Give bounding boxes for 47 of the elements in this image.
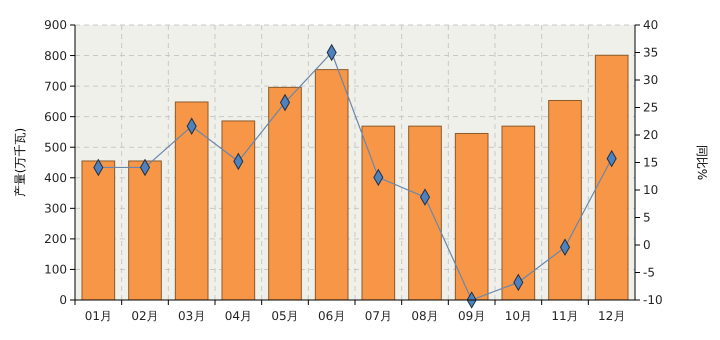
y-tick-label: 800 — [44, 48, 67, 63]
bar — [454, 132, 488, 300]
x-tick-label: 05月 — [271, 309, 299, 323]
y-tick-label: 700 — [44, 79, 67, 94]
x-tick-label: 08月 — [411, 309, 439, 323]
bar — [594, 54, 628, 300]
bar — [314, 69, 348, 300]
y-tick-label: 500 — [44, 140, 67, 154]
x-tick-label: 03月 — [178, 309, 206, 323]
bar — [82, 160, 116, 300]
y-tick-label: 600 — [44, 110, 67, 124]
y-tick-label: 100 — [44, 262, 67, 277]
bar — [222, 120, 256, 300]
bar — [502, 126, 536, 300]
x-tick-label: 06月 — [318, 309, 346, 323]
x-tick-label: 01月 — [84, 309, 112, 323]
y2-axis-title: 同比% — [695, 144, 709, 180]
x-tick-label: 11月 — [551, 309, 579, 323]
bar — [408, 126, 442, 300]
y-tick-label: 900 — [44, 18, 67, 32]
x-tick-label: 07月 — [364, 309, 392, 323]
y2-tick-label: -5 — [643, 266, 655, 280]
bar — [268, 86, 302, 300]
y2-tick-label: 15 — [643, 156, 658, 170]
y2-tick-label: 25 — [643, 100, 658, 115]
bar — [174, 102, 208, 300]
y2-tick-label: 10 — [643, 183, 658, 198]
y-tick-label: 200 — [44, 232, 67, 246]
y-tick-label: 300 — [44, 202, 67, 216]
x-tick-label: 04月 — [224, 309, 252, 323]
x-tick-label: 02月 — [131, 309, 159, 323]
y2-tick-label: 35 — [643, 46, 658, 60]
bar — [548, 100, 582, 300]
x-tick-label: 10月 — [504, 309, 532, 323]
x-tick-label: 09月 — [458, 309, 486, 323]
bar — [128, 160, 162, 300]
y-tick-label: 400 — [44, 170, 67, 185]
bar — [362, 126, 396, 300]
x-tick-label: 12月 — [598, 309, 626, 323]
y-axis-title: 产量(万千瓦) — [13, 128, 27, 198]
y2-tick-label: 5 — [643, 210, 651, 225]
y-tick-label: 0 — [59, 293, 67, 308]
y2-tick-label: 20 — [643, 128, 658, 142]
y2-tick-label: 40 — [643, 18, 658, 32]
y2-tick-label: 30 — [643, 73, 658, 88]
y2-tick-label: -10 — [643, 293, 663, 308]
y2-tick-label: 0 — [643, 238, 651, 252]
